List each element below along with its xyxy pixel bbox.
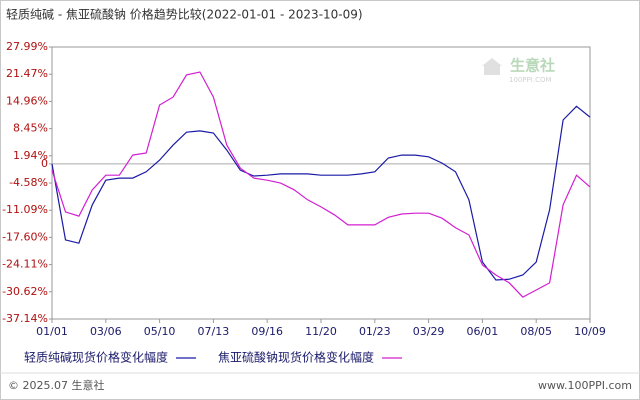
y-tick-label: 1.94% <box>13 149 48 162</box>
y-tick-label: -4.58% <box>9 176 48 189</box>
x-tick-label: 01/01 <box>36 325 68 338</box>
series-line <box>51 105 591 281</box>
y-tick-label: 8.45% <box>13 122 48 135</box>
y-tick-label: -37.14% <box>2 312 48 325</box>
x-tick-label: 05/10 <box>144 325 176 338</box>
x-tick-label: 08/05 <box>520 325 552 338</box>
watermark-logo <box>482 58 502 75</box>
x-tick-label: 07/13 <box>198 325 230 338</box>
y-tick-label: -24.11% <box>2 258 48 271</box>
watermark: 生意社 100PPI.COM <box>482 57 555 84</box>
x-tick-label: 01/23 <box>359 325 391 338</box>
y-tick-label: 21.47% <box>6 67 48 80</box>
legend-label: 焦亚硫酸钠现货价格变化幅度 <box>218 350 374 365</box>
y-tick-label: 14.96% <box>6 94 48 107</box>
x-tick-label: 11/20 <box>305 325 337 338</box>
watermark-name: 生意社 <box>510 57 555 75</box>
y-tick-label: -30.62% <box>2 285 48 298</box>
x-tick-label: 03/06 <box>90 325 122 338</box>
plot-area <box>51 46 591 320</box>
x-tick-label: 09/16 <box>251 325 283 338</box>
y-tick-label: 27.99% <box>6 40 48 53</box>
x-tick-label: 06/01 <box>467 325 499 338</box>
x-tick-label: 03/29 <box>413 325 445 338</box>
footer-right: www.100PPI.com <box>538 379 632 392</box>
y-tick-label: 0 <box>41 157 48 170</box>
x-tick-label: 10/09 <box>574 325 606 338</box>
footer-left: © 2025.07 生意社 <box>8 378 104 392</box>
y-tick-label: -11.09% <box>2 203 48 216</box>
y-tick-label: -17.60% <box>2 230 48 243</box>
watermark-site: 100PPI.COM <box>509 76 552 84</box>
series-line <box>51 71 591 298</box>
chart-title: 轻质纯碱 - 焦亚硫酸钠 价格趋势比较(2022-01-01 - 2023-10… <box>6 7 363 22</box>
legend-label: 轻质纯碱现货价格变化幅度 <box>24 350 168 365</box>
